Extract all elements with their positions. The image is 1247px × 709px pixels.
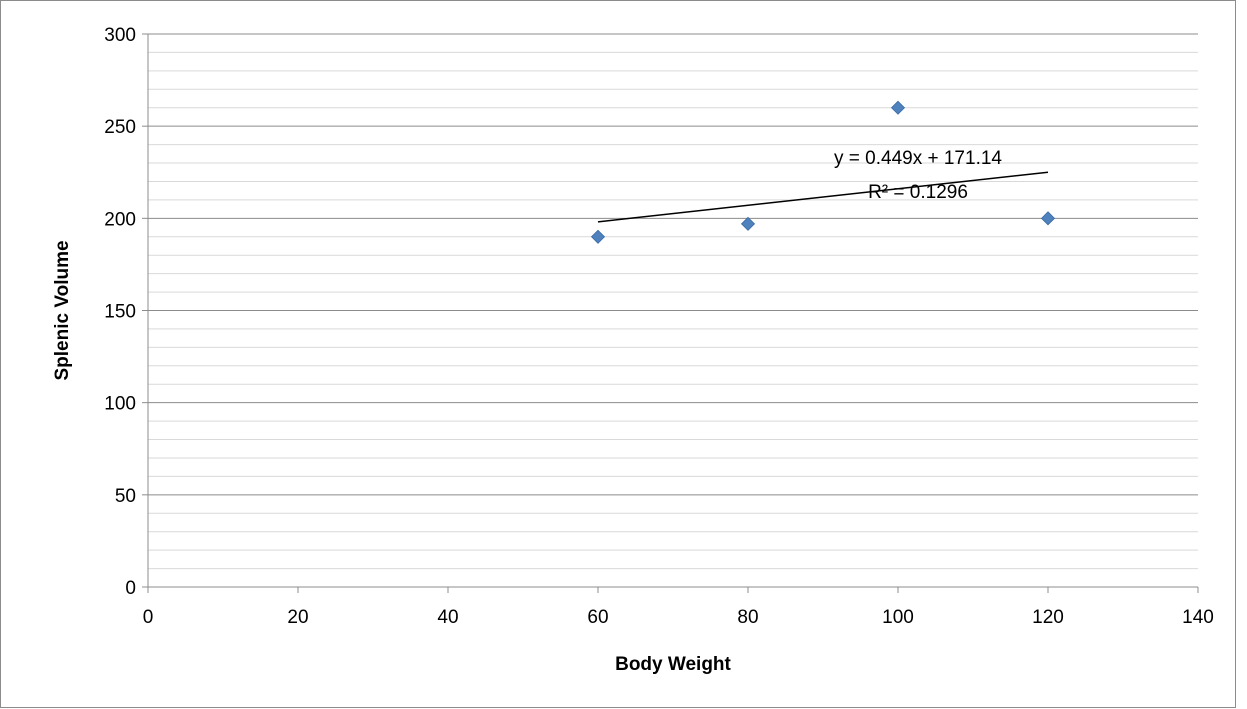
axes xyxy=(142,33,1199,593)
x-tick-label: 100 xyxy=(882,607,914,628)
grid-lines xyxy=(148,33,1198,570)
tick-labels: 0 50 100 150 200 250 300 0 20 40 60 80 100 120 140 xyxy=(104,25,1214,628)
trendline-equation: y = 0.449x + 171.14 xyxy=(834,148,1002,169)
x-tick-label: 120 xyxy=(1032,607,1064,628)
y-tick-label: 300 xyxy=(104,25,136,46)
data-point xyxy=(890,100,906,115)
y-tick-label: 150 xyxy=(104,302,136,323)
data-points xyxy=(590,100,1056,244)
x-tick-label: 140 xyxy=(1182,607,1214,628)
x-tick-label: 0 xyxy=(143,607,154,628)
x-tick-label: 20 xyxy=(287,607,308,628)
y-tick-label: 50 xyxy=(115,486,136,507)
y-tick-label: 100 xyxy=(104,394,136,415)
trendline-group xyxy=(597,171,1049,223)
x-tick-label: 80 xyxy=(737,607,758,628)
y-tick-label: 0 xyxy=(125,578,136,599)
x-axis-title: Body Weight xyxy=(615,654,731,675)
data-point xyxy=(740,216,756,231)
y-tick-label: 250 xyxy=(104,117,136,138)
y-axis-title: Splenic Volume xyxy=(52,240,73,380)
x-tick-label: 40 xyxy=(437,607,458,628)
y-tick-label: 200 xyxy=(104,209,136,230)
data-point xyxy=(1040,211,1056,226)
x-tick-label: 60 xyxy=(587,607,608,628)
trendline-r-squared: R² = 0.1296 xyxy=(868,182,968,203)
trendline xyxy=(597,171,1049,223)
data-point xyxy=(590,229,606,244)
